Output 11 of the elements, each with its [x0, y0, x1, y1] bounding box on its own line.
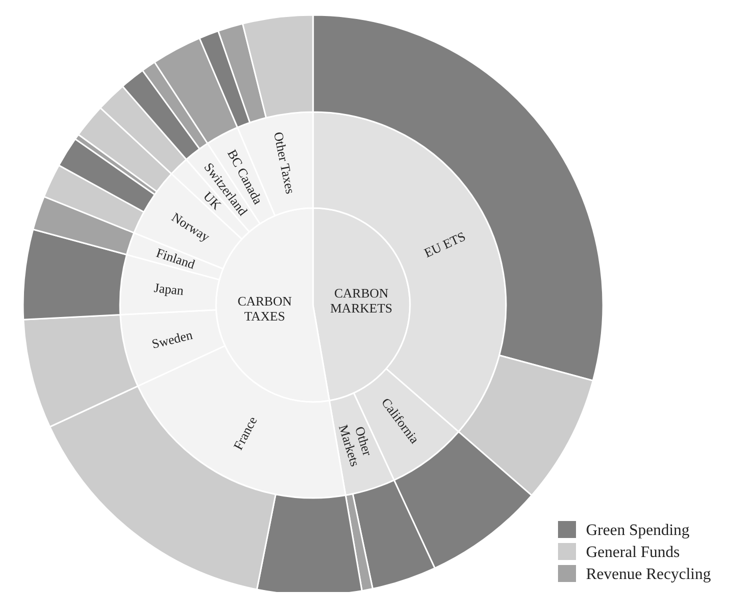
slice-label: CARBON TAXES — [238, 294, 292, 324]
legend-label: Green Spending — [586, 522, 690, 539]
slice-label: Other Markets — [336, 422, 376, 468]
slice-label: Sweden — [150, 326, 194, 352]
slice-label: Finland — [154, 244, 198, 272]
legend-label: General Funds — [586, 544, 680, 561]
legend-label: Revenue Recycling — [586, 566, 711, 583]
slice-label: CARBON MARKETS — [330, 285, 392, 316]
slice-label: EU ETS — [422, 228, 468, 260]
slice-label: Japan — [153, 280, 185, 298]
slice-label: Other Taxes — [270, 130, 298, 196]
